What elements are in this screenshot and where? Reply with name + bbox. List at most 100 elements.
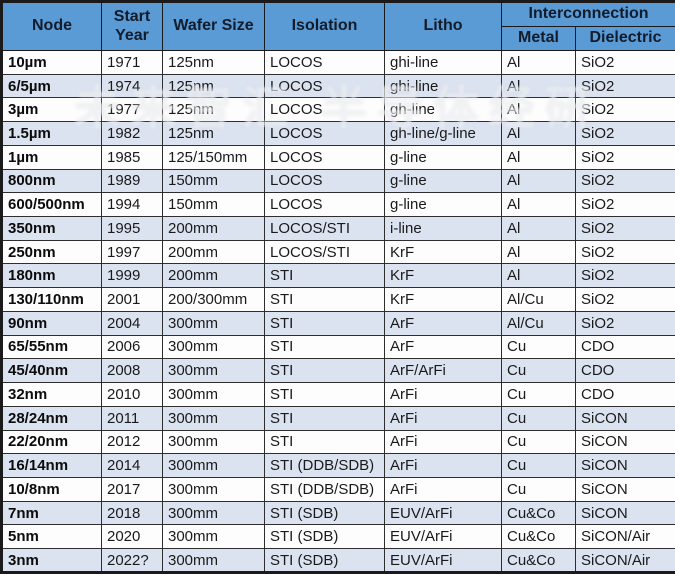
cell-litho: KrF	[384, 263, 502, 289]
cell-isolation: STI (DDB/SDB)	[264, 453, 385, 478]
cell-node: 16/14nm	[1, 453, 102, 478]
cell-dielectric: CDO	[574, 334, 675, 360]
cell-metal: Al	[501, 144, 576, 170]
cell-dielectric: SiO2	[574, 287, 675, 312]
cell-start-year: 2020	[101, 524, 163, 550]
cell-metal: Al	[501, 73, 576, 99]
table-row: 45/40nm 2008 300mm STI ArF/ArFi Cu CDO	[1, 358, 675, 384]
cell-start-year: 2008	[101, 358, 163, 384]
cell-dielectric: SiO2	[574, 192, 675, 218]
cell-node: 32nm	[1, 382, 102, 407]
cell-start-year: 2017	[101, 476, 163, 502]
cell-node: 600/500nm	[1, 192, 102, 218]
table-row: 1µm 1985 125/150mm LOCOS g-line Al SiO2	[1, 144, 675, 170]
cell-node: 1µm	[1, 144, 102, 170]
cell-isolation: STI (SDB)	[264, 548, 385, 573]
cell-metal: Cu	[501, 334, 576, 360]
cell-wafer-size: 300mm	[162, 310, 265, 336]
cell-litho: EUV/ArFi	[384, 524, 502, 550]
cell-dielectric: SiO2	[574, 97, 675, 123]
cell-start-year: 1974	[101, 73, 163, 99]
cell-node: 22/20nm	[1, 429, 102, 455]
cell-node: 10/8nm	[1, 476, 102, 502]
cell-litho: ghi-line	[384, 73, 502, 99]
cell-metal: Al	[501, 97, 576, 123]
cell-start-year: 1989	[101, 168, 163, 194]
table-row: 6/5µm 1974 125nm LOCOS ghi-line Al SiO2	[1, 73, 675, 99]
cell-node: 250nm	[1, 239, 102, 265]
cell-dielectric: SiCON/Air	[574, 524, 675, 550]
cell-metal: Al/Cu	[501, 310, 576, 336]
cell-wafer-size: 300mm	[162, 382, 265, 407]
cell-dielectric: SiO2	[574, 263, 675, 289]
cell-isolation: LOCOS	[264, 50, 385, 75]
cell-wafer-size: 300mm	[162, 405, 265, 431]
cell-litho: ghi-line	[384, 50, 502, 75]
cell-isolation: STI	[264, 334, 385, 360]
cell-start-year: 2012	[101, 429, 163, 455]
cell-start-year: 2010	[101, 382, 163, 407]
table-row: 32nm 2010 300mm STI ArFi Cu CDO	[1, 382, 675, 407]
cell-metal: Cu	[501, 476, 576, 502]
cell-isolation: STI	[264, 310, 385, 336]
table-row: 130/110nm 2001 200/300mm STI KrF Al/Cu S…	[1, 287, 675, 312]
cell-dielectric: SiCON	[574, 476, 675, 502]
cell-isolation: LOCOS	[264, 97, 385, 123]
cell-node: 130/110nm	[1, 287, 102, 312]
header-cell-interconnection: Interconnection	[500, 1, 675, 27]
table-body: 10µm 1971 125nm LOCOS ghi-line Al SiO2 6…	[1, 50, 675, 573]
cell-litho: ArFi	[384, 382, 502, 407]
cell-litho: i-line	[384, 216, 502, 241]
cell-metal: Cu	[501, 429, 576, 455]
cell-dielectric: SiO2	[574, 239, 675, 265]
cell-dielectric: SiCON	[574, 500, 675, 526]
table-row: 1.5µm 1982 125nm LOCOS gh-line/g-line Al…	[1, 121, 675, 146]
cell-metal: Cu	[501, 358, 576, 384]
cell-wafer-size: 300mm	[162, 548, 265, 573]
cell-litho: gh-line	[384, 97, 502, 123]
cell-isolation: LOCOS	[264, 121, 385, 146]
cell-litho: ArFi	[384, 405, 502, 431]
cell-metal: Al/Cu	[501, 287, 576, 312]
cell-metal: Cu	[501, 453, 576, 478]
cell-isolation: STI	[264, 429, 385, 455]
cell-dielectric: SiCON	[574, 429, 675, 455]
cell-start-year: 2018	[101, 500, 163, 526]
cell-wafer-size: 150mm	[162, 168, 265, 194]
cell-dielectric: SiO2	[574, 73, 675, 99]
cell-start-year: 1997	[101, 239, 163, 265]
cell-isolation: LOCOS	[264, 168, 385, 194]
cell-wafer-size: 200/300mm	[162, 287, 265, 312]
table-row: 7nm 2018 300mm STI (SDB) EUV/ArFi Cu&Co …	[1, 500, 675, 526]
cell-isolation: STI	[264, 263, 385, 289]
cell-isolation: STI (SDB)	[264, 524, 385, 550]
header-cell-litho: Litho	[384, 1, 502, 51]
cell-wafer-size: 125nm	[162, 121, 265, 146]
cell-metal: Cu	[501, 405, 576, 431]
cell-node: 65/55nm	[1, 334, 102, 360]
cell-metal: Al	[501, 168, 576, 194]
cell-wafer-size: 125nm	[162, 97, 265, 123]
cell-wafer-size: 300mm	[162, 524, 265, 550]
cell-start-year: 1994	[101, 192, 163, 218]
cell-dielectric: SiO2	[574, 216, 675, 241]
cell-litho: EUV/ArFi	[384, 548, 502, 573]
table-row: 5nm 2020 300mm STI (SDB) EUV/ArFi Cu&Co …	[1, 524, 675, 550]
cell-isolation: LOCOS	[264, 144, 385, 170]
cell-metal: Al	[501, 239, 576, 265]
table-row: 800nm 1989 150mm LOCOS g-line Al SiO2	[1, 168, 675, 194]
table-row: 3nm 2022? 300mm STI (SDB) EUV/ArFi Cu&Co…	[1, 548, 675, 573]
cell-start-year: 2011	[101, 405, 163, 431]
cell-isolation: STI (DDB/SDB)	[264, 476, 385, 502]
header-cell-metal: Metal	[501, 26, 576, 51]
cell-start-year: 1999	[101, 263, 163, 289]
cell-start-year: 1977	[101, 97, 163, 123]
cell-node: 5nm	[1, 524, 102, 550]
table-row: 22/20nm 2012 300mm STI ArFi Cu SiCON	[1, 429, 675, 455]
cell-start-year: 2001	[101, 287, 163, 312]
cell-dielectric: SiCON	[574, 453, 675, 478]
cell-wafer-size: 125/150mm	[162, 144, 265, 170]
table-row: 3µm 1977 125nm LOCOS gh-line Al SiO2	[1, 97, 675, 123]
cell-node: 6/5µm	[1, 73, 102, 99]
cell-isolation: STI	[264, 382, 385, 407]
